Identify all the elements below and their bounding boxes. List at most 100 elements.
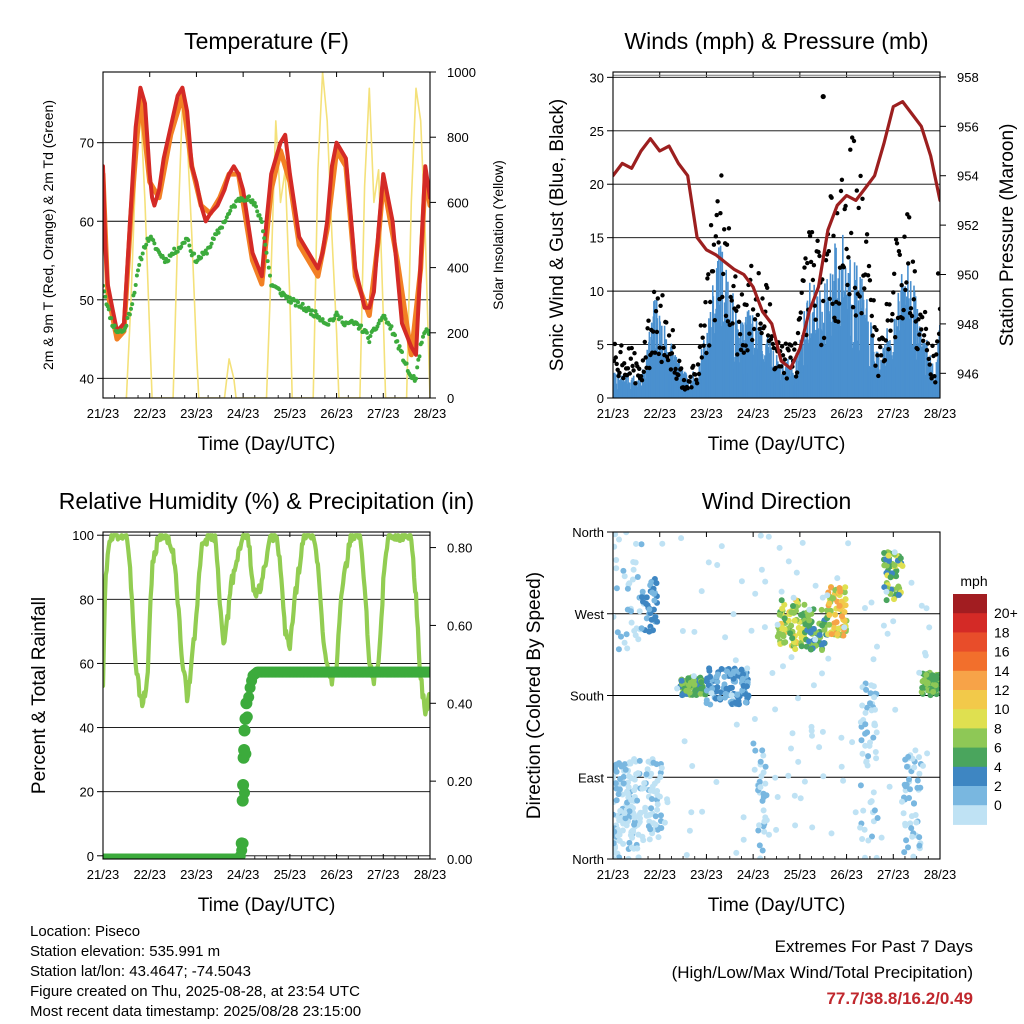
x-tick-label: 25/23 bbox=[274, 406, 307, 421]
direction-point bbox=[733, 721, 740, 728]
direction-point bbox=[833, 619, 840, 626]
gust-point bbox=[613, 341, 618, 347]
gust-point bbox=[614, 361, 619, 367]
y2-tick-label: 946 bbox=[957, 366, 979, 381]
gust-point bbox=[719, 173, 724, 178]
gust-point bbox=[793, 341, 798, 346]
dewpoint-point bbox=[268, 273, 272, 278]
y-tick-label: North bbox=[572, 525, 604, 540]
gust-point bbox=[752, 317, 758, 322]
y-tick-label: 50 bbox=[80, 293, 94, 308]
dewpoint-point bbox=[127, 312, 132, 317]
direction-point bbox=[802, 621, 809, 628]
gust-point bbox=[677, 358, 682, 364]
direction-point bbox=[899, 798, 905, 805]
direction-point bbox=[642, 804, 649, 811]
direction-point bbox=[613, 828, 618, 835]
direction-point bbox=[650, 788, 657, 795]
gust-point bbox=[731, 283, 736, 289]
humidity-precip-panel: 0 20 40 60 80 100 21/23 22/23 23/23 24/23 25/23 26/… bbox=[29, 488, 474, 916]
station-latlon: Station lat/lon: 43.4647; -74.5043 bbox=[30, 963, 252, 980]
direction-point bbox=[654, 618, 661, 625]
direction-point bbox=[706, 665, 713, 672]
direction-point bbox=[717, 689, 724, 696]
direction-point bbox=[773, 826, 780, 833]
dewpoint-point bbox=[342, 323, 347, 328]
t-2m-line bbox=[103, 85, 430, 357]
direction-point bbox=[878, 834, 885, 841]
direction-point bbox=[902, 822, 909, 829]
direction-point bbox=[631, 787, 638, 794]
x-tick-label: 28/23 bbox=[414, 867, 447, 882]
direction-point bbox=[635, 636, 642, 643]
gust-point bbox=[702, 323, 707, 328]
direction-point bbox=[618, 763, 625, 770]
gust-point bbox=[789, 343, 794, 348]
legend-label: 4 bbox=[994, 759, 1002, 775]
direction-point bbox=[762, 780, 769, 787]
extremes-title: Extremes For Past 7 Days bbox=[774, 937, 973, 956]
gust-point bbox=[823, 258, 829, 263]
direction-point bbox=[703, 697, 710, 704]
direction-point bbox=[899, 563, 906, 569]
direction-point bbox=[819, 647, 825, 653]
gust-point bbox=[779, 364, 784, 369]
direction-point bbox=[625, 855, 632, 859]
direction-point bbox=[646, 606, 653, 613]
dewpoint-point bbox=[419, 340, 424, 345]
y-tick-label: 5 bbox=[597, 338, 604, 353]
gust-point bbox=[655, 296, 660, 301]
y-tick-label: 0 bbox=[597, 391, 604, 406]
y-tick-label: 15 bbox=[590, 231, 604, 246]
x-axis-label: Time (Day/UTC) bbox=[198, 895, 336, 916]
gust-point bbox=[643, 355, 648, 360]
gust-point bbox=[688, 374, 693, 379]
x-tick-label: 27/23 bbox=[877, 406, 910, 421]
gust-point bbox=[860, 196, 865, 201]
direction-point bbox=[830, 595, 836, 602]
gust-point bbox=[889, 318, 894, 323]
legend-label: 14 bbox=[994, 663, 1010, 679]
direction-point bbox=[870, 734, 877, 741]
gust-point bbox=[819, 342, 824, 348]
gust-point bbox=[641, 369, 646, 374]
gust-point bbox=[909, 313, 915, 319]
panel-title: Temperature (F) bbox=[184, 28, 349, 54]
direction-point bbox=[683, 852, 690, 858]
dewpoint-point bbox=[255, 209, 260, 214]
legend-swatch bbox=[953, 632, 987, 653]
plot-marks bbox=[613, 93, 940, 398]
direction-point bbox=[633, 625, 640, 632]
y2-tick-label: 800 bbox=[447, 130, 469, 145]
legend-label: 0 bbox=[994, 797, 1002, 813]
direction-point bbox=[810, 682, 817, 689]
gust-point bbox=[750, 337, 755, 343]
precip-point bbox=[235, 837, 248, 850]
direction-point bbox=[613, 849, 618, 856]
direction-point bbox=[824, 592, 831, 599]
direction-point bbox=[778, 588, 785, 595]
direction-point bbox=[622, 815, 629, 822]
direction-point bbox=[688, 809, 695, 816]
direction-point bbox=[728, 692, 735, 699]
direction-point bbox=[909, 833, 916, 840]
dewpoint-point bbox=[263, 242, 268, 247]
gust-point bbox=[795, 330, 801, 336]
gust-point bbox=[859, 311, 864, 316]
gust-point bbox=[666, 333, 672, 338]
gust-point bbox=[779, 344, 785, 349]
direction-point bbox=[628, 619, 635, 626]
gust-point bbox=[811, 263, 817, 268]
x-axis-label: Time (Day/UTC) bbox=[198, 434, 336, 455]
direction-point bbox=[883, 562, 890, 569]
dewpoint-point bbox=[187, 243, 192, 248]
direction-point bbox=[908, 825, 915, 832]
direction-point bbox=[826, 612, 833, 618]
direction-point bbox=[652, 821, 659, 828]
recent-timestamp: Most recent data timestamp: 2025/08/28 2… bbox=[30, 1003, 362, 1020]
direction-point bbox=[648, 796, 655, 802]
y-axis-label: Percent & Total Rainfall bbox=[29, 597, 50, 794]
direction-point bbox=[902, 783, 909, 790]
gust-point bbox=[706, 272, 711, 277]
direction-point bbox=[634, 845, 641, 852]
